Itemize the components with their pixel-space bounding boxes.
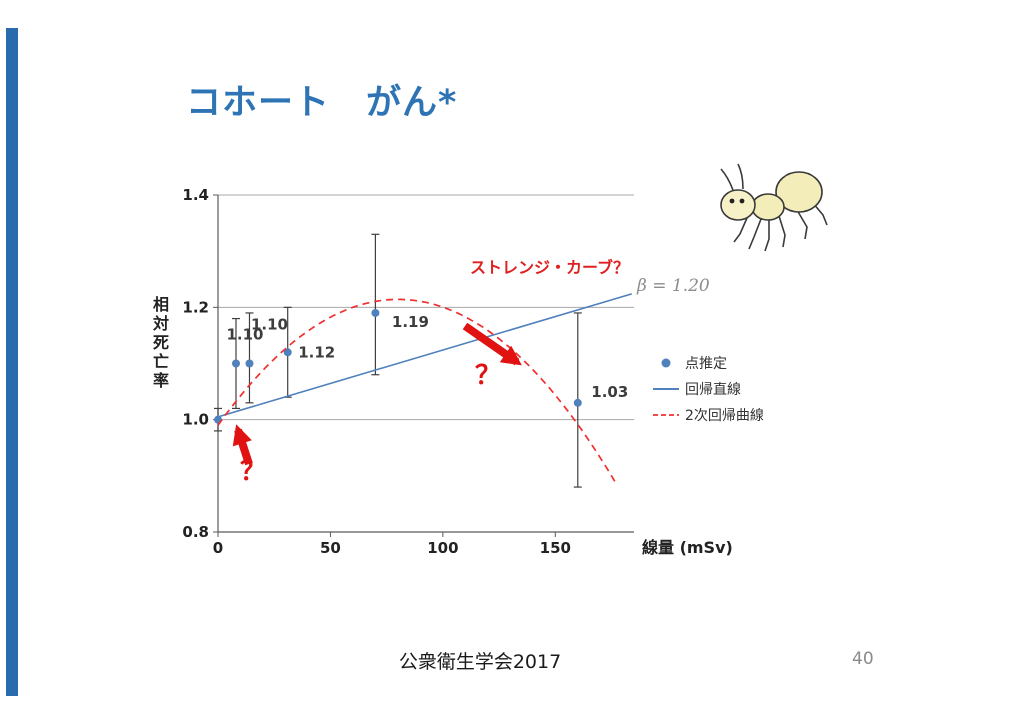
x-tick-label: 100 xyxy=(427,539,458,557)
beta-annotation: β = 1.20 xyxy=(636,276,710,296)
x-tick-label: 0 xyxy=(213,539,223,557)
chart-figure: 1.4 1.2 1.0 0.8 0 50 100 150 相対死亡率線量 (mSv) 1.10 1.… xyxy=(145,158,845,588)
data-point xyxy=(245,359,254,368)
y-tick-label: 1.0 xyxy=(182,411,209,429)
legend-marker-dot-icon xyxy=(661,358,671,368)
y-axis-title: 死 xyxy=(153,333,169,352)
y-tick-label: 0.8 xyxy=(182,523,209,541)
regression-line xyxy=(217,293,632,418)
red-arrow-lower-icon xyxy=(232,424,253,466)
data-point xyxy=(573,398,582,407)
data-point-label: 1.10 xyxy=(251,316,288,334)
y-tick-label: 1.4 xyxy=(182,186,209,204)
legend-label: 2次回帰曲線 xyxy=(685,407,764,424)
y-axis-title: 対 xyxy=(152,314,169,333)
legend-label: 回帰直線 xyxy=(685,381,741,398)
data-point-label: 1.10 xyxy=(226,326,263,344)
red-arrow-upper-icon xyxy=(462,322,522,366)
data-point xyxy=(231,359,240,368)
left-accent-bar xyxy=(6,28,18,696)
strange-curve-annotation: ストレンジ・カーブ？ xyxy=(470,258,629,277)
data-point xyxy=(283,348,292,357)
slide-title: コホート がん* xyxy=(186,83,458,123)
page-number: 40 xyxy=(852,649,874,669)
slide-footer: 公衆衛生学会2017 xyxy=(398,651,562,673)
data-point-label: 1.12 xyxy=(298,343,335,361)
y-axis-title: 相 xyxy=(153,295,169,314)
y-tick-label: 1.2 xyxy=(182,298,209,316)
question-mark-upper: ？ xyxy=(475,361,501,391)
y-axis-title: 亡 xyxy=(153,352,169,371)
data-point-label: 1.03 xyxy=(591,383,628,401)
question-mark-lower: ？ xyxy=(240,457,266,487)
ant-illustration xyxy=(720,163,828,252)
legend-label: 点推定 xyxy=(685,356,727,372)
quadratic-curve xyxy=(217,298,617,484)
x-tick-label: 150 xyxy=(540,539,571,557)
x-axis-title: 線量 (mSv) xyxy=(642,538,733,557)
data-point xyxy=(371,308,380,317)
data-point-label: 1.19 xyxy=(392,313,429,331)
y-axis-title: 率 xyxy=(153,371,169,390)
x-tick-label: 50 xyxy=(320,539,341,557)
